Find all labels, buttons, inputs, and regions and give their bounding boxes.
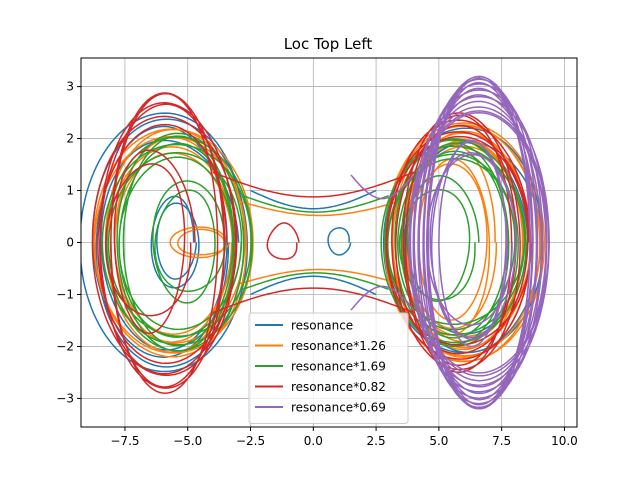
chart-title: Loc Top Left: [284, 35, 373, 53]
x-tick-label: 10.0: [551, 434, 578, 448]
series-bridge: [350, 285, 415, 311]
legend-label: resonance*1.69: [291, 360, 386, 374]
x-tick-label: 7.5: [492, 434, 511, 448]
y-tick-label: 3: [66, 80, 74, 94]
x-tick-label: 2.5: [367, 434, 386, 448]
series-bridge: [212, 287, 415, 314]
series-bridge: [242, 272, 389, 291]
series-orbit: [104, 149, 196, 334]
series-bridge: [242, 194, 389, 213]
series-orbit: [327, 227, 352, 256]
series-resonance-0-69: [350, 75, 550, 410]
y-tick-label: 0: [66, 236, 74, 250]
series-bridge: [350, 174, 415, 200]
series-orbit: [150, 195, 200, 289]
y-tick-label: 2: [66, 132, 74, 146]
x-tick-label: 5.0: [429, 434, 448, 448]
series-bridge: [250, 275, 377, 296]
legend-label: resonance*0.82: [291, 380, 386, 394]
series-bridge: [250, 189, 377, 210]
y-tick-label: −2: [56, 339, 74, 353]
y-tick-label: −1: [56, 287, 74, 301]
series-bridge: [237, 268, 402, 285]
legend-box: [248, 312, 409, 424]
legend-label: resonance*1.26: [291, 339, 386, 353]
y-tick-label: 1: [66, 184, 74, 198]
series-layer: [81, 75, 550, 410]
series-orbit: [91, 92, 238, 394]
series-bridge: [212, 171, 415, 198]
x-tick-label: −5.0: [173, 434, 202, 448]
series-orbit: [152, 180, 226, 304]
series-bridge: [237, 200, 402, 217]
legend-label: resonance: [291, 319, 353, 333]
series-orbit: [380, 138, 527, 348]
legend: resonance resonance*1.26 resonance*1.69 res…: [248, 312, 409, 424]
ticks: −7.5 −5.0 −2.5 0.0 2.5 5.0 7.5 10.0 −3 −2 −1 0 1 2 3: [56, 80, 578, 448]
legend-label: resonance*0.69: [291, 401, 386, 415]
series-orbit: [407, 75, 550, 410]
y-tick-label: −3: [56, 391, 74, 405]
x-tick-label: −2.5: [236, 434, 265, 448]
x-tick-label: −7.5: [110, 434, 139, 448]
series-orbit: [266, 222, 300, 260]
series-orbit: [426, 139, 518, 348]
x-tick-label: 0.0: [304, 434, 323, 448]
